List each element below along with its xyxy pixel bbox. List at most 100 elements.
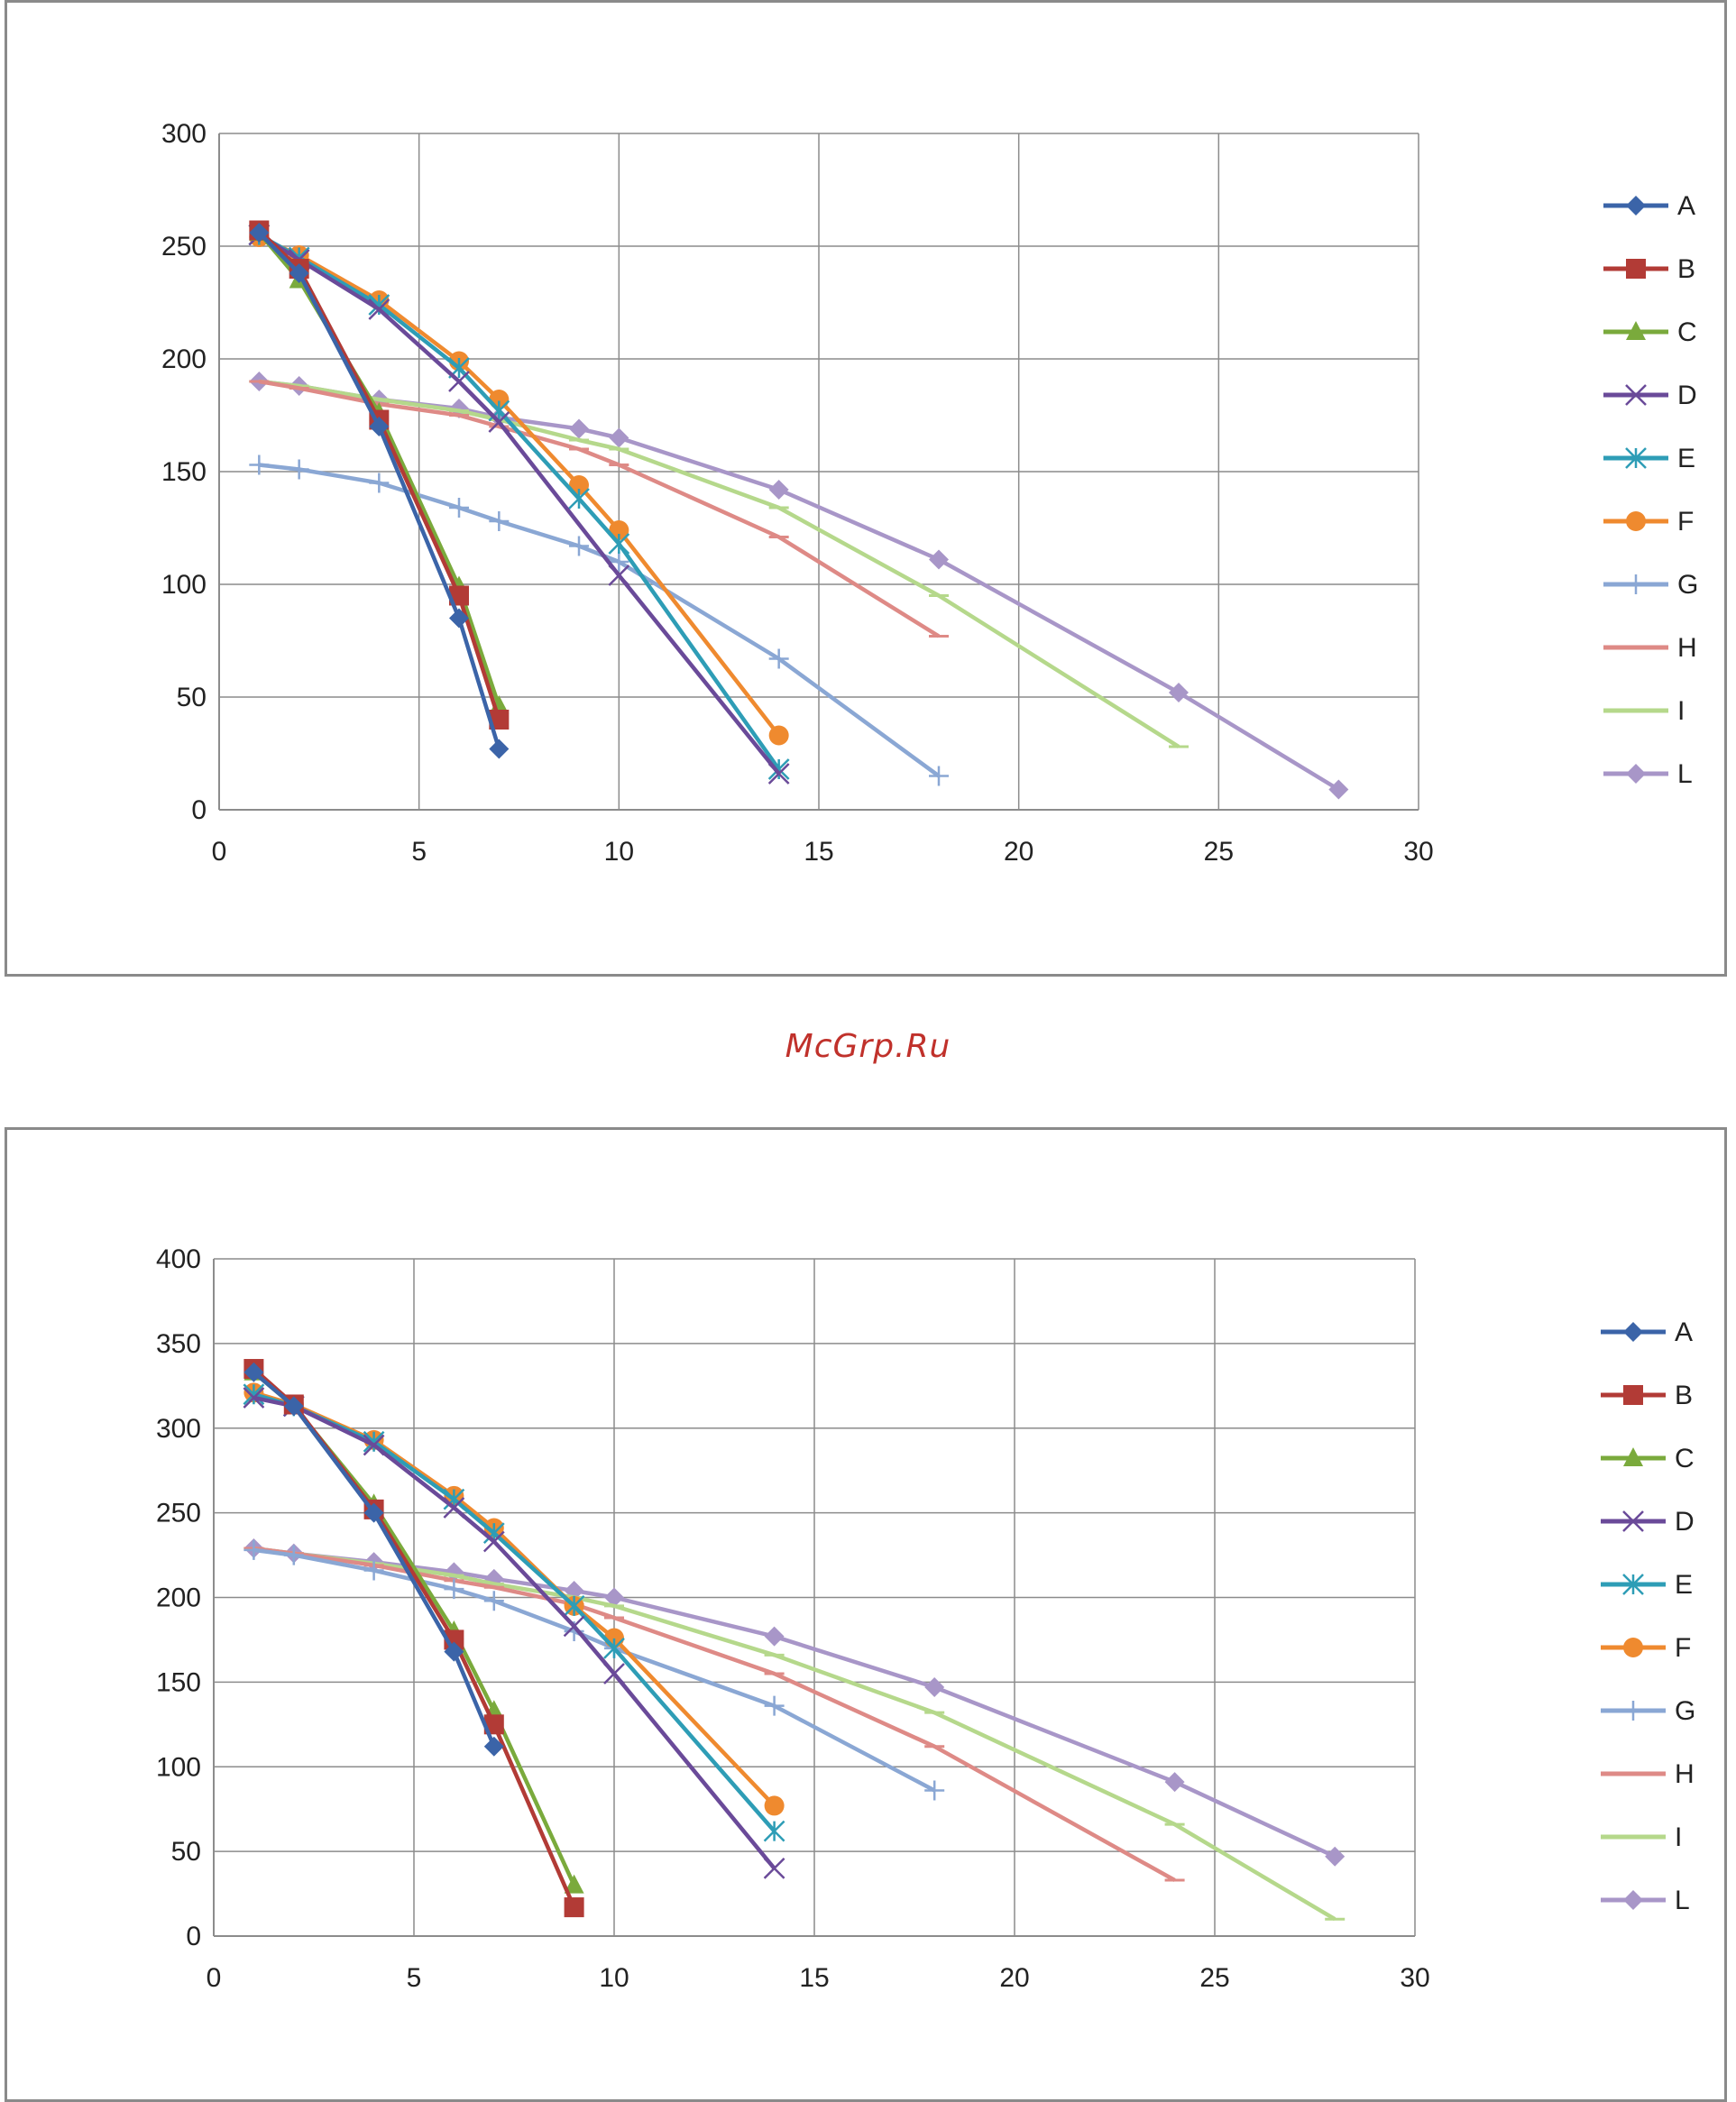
data-point-E xyxy=(603,1637,625,1659)
legend-label: I xyxy=(1675,1822,1682,1852)
x-tick-label: 30 xyxy=(1403,837,1433,867)
data-point-G xyxy=(609,552,629,572)
legend-item-H: H xyxy=(1603,633,1697,663)
data-point-L xyxy=(604,1587,624,1608)
legend-marker-D xyxy=(1625,384,1647,406)
y-tick-label: 250 xyxy=(161,232,207,262)
data-point-D xyxy=(363,1434,385,1456)
legend-item-F: F xyxy=(1601,1633,1691,1663)
legend-label: A xyxy=(1677,191,1695,221)
x-tick-label: 10 xyxy=(599,1963,629,1993)
data-point-A xyxy=(449,608,469,629)
data-point-G xyxy=(369,473,390,493)
series-line-G xyxy=(259,463,941,778)
data-point-A xyxy=(444,1641,464,1662)
legend-item-G: G xyxy=(1603,570,1698,600)
data-point-L xyxy=(929,549,949,570)
y-tick-label: 50 xyxy=(177,683,207,712)
watermark: McGrp.Ru xyxy=(785,1028,951,1065)
data-point-F xyxy=(768,725,789,746)
series-H xyxy=(243,1546,1185,1882)
data-point-B xyxy=(564,1897,584,1918)
chart-1-frame: 0 50 100 150 200 250 300 0 5 10 15 20 25 30 A B C D E F G H I L xyxy=(5,0,1727,977)
data-point-G xyxy=(768,648,789,669)
legend-marker-C xyxy=(1626,321,1646,340)
y-tick-label: 100 xyxy=(161,570,207,600)
legend-label: C xyxy=(1677,317,1697,347)
data-point-A xyxy=(289,263,309,283)
x-tick-label: 5 xyxy=(407,1963,422,1993)
legend-label: D xyxy=(1675,1507,1695,1537)
data-point-B xyxy=(483,1714,504,1735)
legend-marker-E xyxy=(1625,447,1647,469)
chart-2-legend: A B C D E F G H I L xyxy=(1601,1317,1695,1915)
data-point-L xyxy=(768,480,789,500)
y-tick-label: 350 xyxy=(156,1329,201,1359)
legend-label: B xyxy=(1675,1381,1693,1410)
data-point-E xyxy=(563,1595,585,1617)
data-point-L xyxy=(569,418,589,439)
legend-item-C: C xyxy=(1601,1444,1695,1473)
legend-item-D: D xyxy=(1603,381,1697,410)
y-tick-label: 0 xyxy=(186,1922,201,1951)
data-point-D xyxy=(243,1387,265,1409)
data-point-A xyxy=(243,1362,264,1382)
data-point-D xyxy=(448,371,470,392)
data-point-G xyxy=(569,536,589,556)
data-point-L xyxy=(444,1562,464,1583)
data-point-E xyxy=(763,1820,785,1842)
series-line-D xyxy=(258,233,781,776)
series-A xyxy=(249,223,510,759)
chart-2-svg: 0 50 100 150 200 250 300 350 400 0 5 10 15 20 25 30 A B C D… xyxy=(156,1244,1695,1993)
legend-item-L: L xyxy=(1601,1886,1690,1915)
y-tick-label: 0 xyxy=(191,795,207,825)
data-point-D xyxy=(488,411,510,433)
legend-item-I: I xyxy=(1603,696,1685,726)
series-line-F xyxy=(258,234,781,737)
legend-item-E: E xyxy=(1601,1570,1693,1600)
data-point-A xyxy=(283,1396,304,1417)
data-point-C xyxy=(564,1874,584,1894)
data-point-A xyxy=(249,223,270,243)
legend-item-B: B xyxy=(1603,254,1695,284)
y-tick-label: 200 xyxy=(161,344,207,374)
legend-item-I: I xyxy=(1601,1822,1682,1852)
y-tick-label: 250 xyxy=(156,1499,201,1528)
data-point-L xyxy=(1169,683,1189,702)
series-E xyxy=(248,224,790,780)
y-tick-label: 400 xyxy=(156,1244,201,1274)
legend-label: D xyxy=(1677,381,1697,410)
legend-label: H xyxy=(1675,1759,1695,1789)
series-line-H xyxy=(253,1546,1176,1882)
data-point-A xyxy=(363,1502,384,1523)
y-tick-label: 50 xyxy=(171,1837,201,1867)
data-point-G xyxy=(363,1560,384,1581)
x-tick-label: 25 xyxy=(1199,1963,1229,1993)
data-point-G xyxy=(444,1579,464,1600)
data-point-B xyxy=(489,710,510,730)
legend-label: E xyxy=(1675,1570,1693,1600)
chart-1-grid xyxy=(218,133,1419,811)
chart-2-grid xyxy=(213,1258,1416,1937)
data-point-G xyxy=(489,511,510,531)
series-L xyxy=(249,372,1349,800)
x-tick-label: 0 xyxy=(212,837,227,867)
legend-label: G xyxy=(1677,570,1698,600)
data-point-D xyxy=(603,1663,625,1684)
data-point-D xyxy=(608,565,630,586)
legend-marker-A xyxy=(1623,1322,1643,1342)
data-point-D xyxy=(482,1530,505,1553)
legend-marker-L xyxy=(1626,764,1646,784)
data-point-G xyxy=(283,1545,304,1565)
data-point-L xyxy=(1325,1846,1346,1867)
x-tick-label: 0 xyxy=(207,1963,222,1993)
data-point-A xyxy=(483,1736,504,1757)
data-point-F xyxy=(764,1795,785,1816)
legend-marker-B xyxy=(1623,1385,1643,1405)
legend-label: L xyxy=(1675,1886,1690,1915)
x-tick-label: 15 xyxy=(799,1963,829,1993)
chart-1-svg: 0 50 100 150 200 250 300 0 5 10 15 20 25 30 A B C D E F G H I L xyxy=(161,119,1698,867)
x-tick-label: 15 xyxy=(804,837,833,867)
data-point-G xyxy=(764,1695,785,1716)
y-tick-label: 200 xyxy=(156,1583,201,1613)
